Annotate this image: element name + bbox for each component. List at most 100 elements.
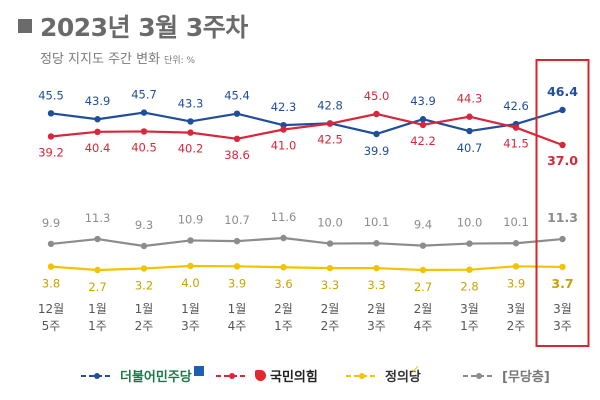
data-point-2-2: [140, 265, 148, 272]
data-point-1-7: [373, 110, 380, 118]
x-tick-week-11: 3주: [553, 319, 572, 333]
legend-label-2: 정의당: [385, 370, 421, 385]
data-point-0-7: [373, 130, 380, 138]
data-label-2-7: 3.3: [367, 278, 385, 292]
x-tick-month-4: 1월: [228, 302, 247, 316]
unit-label: 단위: %: [164, 56, 196, 66]
x-tick-week-6: 2주: [321, 319, 340, 333]
data-label-2-9: 2.8: [460, 280, 478, 294]
x-tick-month-5: 2월: [274, 302, 293, 316]
x-tick-month-0: 12월: [38, 302, 64, 316]
data-label-1-8: 42.2: [410, 134, 436, 148]
data-label-0-5: 42.3: [271, 100, 297, 114]
data-label-1-0: 39.2: [38, 145, 64, 159]
x-tick-week-10: 2주: [507, 319, 526, 333]
legend-swatch-1: [216, 372, 248, 379]
legend-item-0: 더불어민주당: [80, 365, 204, 385]
x-tick-month-9: 3월: [460, 302, 479, 316]
x-tick-month-2: 1월: [135, 302, 154, 316]
x-tick-month-3: 1월: [181, 302, 200, 316]
data-label-1-1: 40.4: [85, 141, 111, 155]
x-tick-week-1: 1주: [88, 319, 107, 333]
data-label-3-9: 10.0: [457, 216, 483, 230]
legend-item-1: 국민의힘: [215, 366, 318, 385]
data-label-3-7: 10.1: [364, 215, 390, 229]
data-label-3-1: 11.3: [85, 211, 111, 225]
data-point-0-4: [233, 110, 241, 117]
data-point-1-10: [512, 124, 520, 131]
data-point-1-5: [280, 126, 287, 133]
data-label-0-9: 40.7: [457, 141, 483, 155]
data-label-2-6: 3.3: [321, 278, 339, 292]
data-point-2-10: [512, 263, 520, 270]
data-label-0-2: 45.7: [131, 88, 157, 102]
legend-label-3: [무당층]: [502, 370, 550, 385]
chart-title: 2023년 3월 3주차: [40, 13, 248, 42]
legend-swatch-3: [463, 372, 495, 379]
data-point-1-8: [419, 121, 427, 129]
data-point-3-2: [140, 242, 148, 250]
data-label-0-11: 46.4: [547, 84, 578, 99]
data-point-3-5: [280, 234, 287, 242]
data-label-0-0: 45.5: [38, 88, 64, 102]
subtitle-block: 정당 지지도 주간 변화 단위: %: [40, 48, 195, 67]
data-point-0-2: [140, 109, 148, 116]
data-point-1-3: [187, 129, 194, 136]
data-label-2-10: 3.9: [507, 276, 525, 290]
data-point-0-0: [47, 110, 55, 117]
x-tick-month-10: 3월: [507, 302, 526, 316]
data-point-3-9: [466, 240, 473, 247]
series-line-3: [50, 236, 563, 248]
data-point-3-11: [559, 235, 566, 243]
data-point-1-6: [326, 120, 334, 127]
data-point-3-3: [187, 237, 194, 244]
data-point-2-11: [559, 263, 566, 271]
data-label-2-3: 4.0: [181, 276, 199, 290]
data-point-0-3: [187, 118, 194, 125]
series-line-1: [50, 112, 563, 147]
data-label-2-8: 2.7: [414, 280, 432, 294]
data-point-3-8: [419, 242, 427, 249]
highlight-box: [535, 59, 590, 347]
data-point-2-5: [280, 264, 287, 271]
data-label-3-0: 9.9: [42, 216, 60, 230]
ppp-logo-icon: [255, 370, 266, 381]
data-label-1-7: 45.0: [364, 89, 390, 103]
x-tick-month-7: 2월: [367, 302, 386, 316]
data-label-0-1: 43.9: [85, 94, 111, 108]
data-label-3-8: 9.4: [414, 218, 432, 232]
democratic-party-logo-icon: [193, 365, 204, 376]
data-point-0-8: [419, 116, 427, 123]
data-point-2-8: [419, 266, 427, 274]
data-label-3-5: 11.6: [271, 210, 297, 224]
x-tick-month-6: 2월: [321, 302, 340, 316]
x-tick-week-2: 2주: [135, 319, 154, 333]
data-label-1-11: 37.0: [547, 153, 578, 168]
data-point-2-7: [373, 264, 380, 272]
data-label-1-9: 44.3: [457, 92, 483, 106]
data-point-1-4: [233, 135, 241, 142]
data-point-2-6: [326, 264, 334, 272]
data-label-0-4: 45.4: [224, 89, 250, 103]
data-label-0-3: 43.3: [178, 96, 204, 110]
data-label-0-8: 43.9: [410, 94, 436, 108]
title-square-icon: [18, 19, 32, 33]
data-label-0-6: 42.8: [317, 98, 343, 112]
x-tick-week-5: 1주: [274, 319, 293, 333]
data-label-3-3: 10.9: [178, 212, 204, 226]
data-point-1-11: [559, 141, 566, 149]
x-tick-week-3: 3주: [181, 319, 200, 333]
x-tick-week-0: 5주: [42, 319, 61, 333]
data-point-1-9: [466, 113, 473, 120]
x-tick-week-9: 1주: [460, 319, 479, 333]
data-point-1-2: [140, 128, 148, 135]
x-tick-week-7: 3주: [367, 319, 386, 333]
data-label-1-5: 41.0: [271, 139, 297, 153]
data-label-2-2: 3.2: [135, 278, 153, 292]
data-point-3-10: [512, 240, 520, 247]
data-label-1-6: 42.5: [317, 133, 343, 147]
x-tick-week-4: 4주: [228, 319, 247, 333]
data-point-1-1: [94, 128, 101, 136]
legend: 더불어민주당 국민의힘 정의당 ✓ [무당층]: [0, 362, 600, 392]
